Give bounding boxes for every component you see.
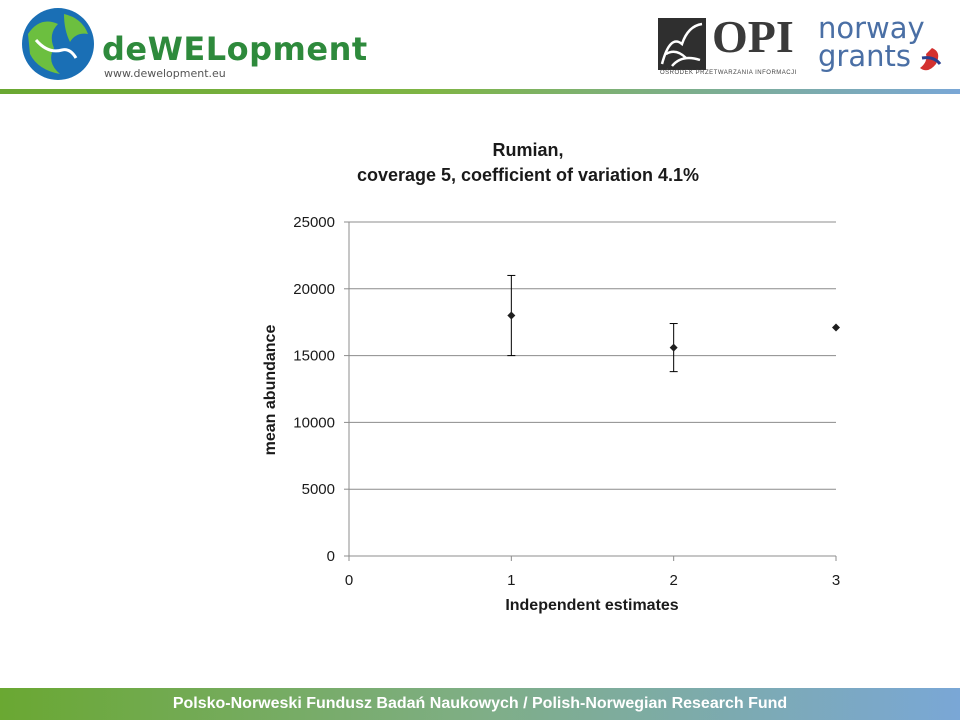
x-tick-label: 0	[345, 572, 353, 589]
y-axis-label: mean abundance	[262, 325, 279, 456]
axes	[344, 221, 837, 561]
norway-wordmark: norway	[818, 11, 925, 45]
footer: Polsko-Norweski Fundusz Badań Naukowych …	[0, 688, 960, 720]
x-tick-labels: 0 1 2 3	[345, 572, 840, 589]
header: deWELopment www.dewelopment.eu OPI OŚROD…	[0, 0, 960, 94]
chart-title-line2: coverage 5, coefficient of variation 4.1…	[357, 165, 699, 185]
brand-url: www.dewelopment.eu	[104, 67, 226, 80]
data-point	[832, 323, 840, 332]
chart: Rumian, coverage 5, coefficient of varia…	[0, 96, 960, 676]
grants-wordmark: grants	[818, 39, 911, 73]
y-tick-labels: 0 5000 10000 15000 20000 25000	[293, 214, 335, 565]
brand-name: deWELopment	[102, 30, 368, 68]
data-point	[507, 311, 516, 320]
opi-logo	[658, 18, 706, 70]
error-bars	[507, 274, 678, 373]
opi-wordmark: OPI	[712, 11, 794, 62]
x-tick-label: 1	[507, 572, 515, 589]
scatter-chart: Rumian, coverage 5, coefficient of varia…	[262, 140, 840, 614]
opi-subtitle: OŚRODEK PRZETWARZANIA INFORMACJI	[660, 70, 797, 76]
y-tick-label: 20000	[293, 281, 335, 298]
data-points	[507, 311, 840, 352]
header-divider	[0, 89, 960, 94]
y-tick-label: 10000	[293, 414, 335, 431]
x-tick-label: 2	[669, 572, 677, 589]
x-tick-label: 3	[832, 572, 840, 589]
x-axis-label: Independent estimates	[505, 597, 678, 614]
dewelopment-logo	[22, 8, 94, 80]
gridlines	[349, 221, 836, 490]
norway-grants-logo	[920, 48, 942, 71]
y-tick-label: 0	[327, 548, 335, 565]
chart-title-line1: Rumian,	[492, 140, 563, 160]
y-tick-label: 25000	[293, 214, 335, 231]
y-tick-label: 15000	[293, 348, 335, 365]
footer-text: Polsko-Norweski Fundusz Badań Naukowych …	[172, 695, 788, 712]
y-tick-label: 5000	[302, 481, 335, 498]
data-point	[669, 343, 678, 352]
